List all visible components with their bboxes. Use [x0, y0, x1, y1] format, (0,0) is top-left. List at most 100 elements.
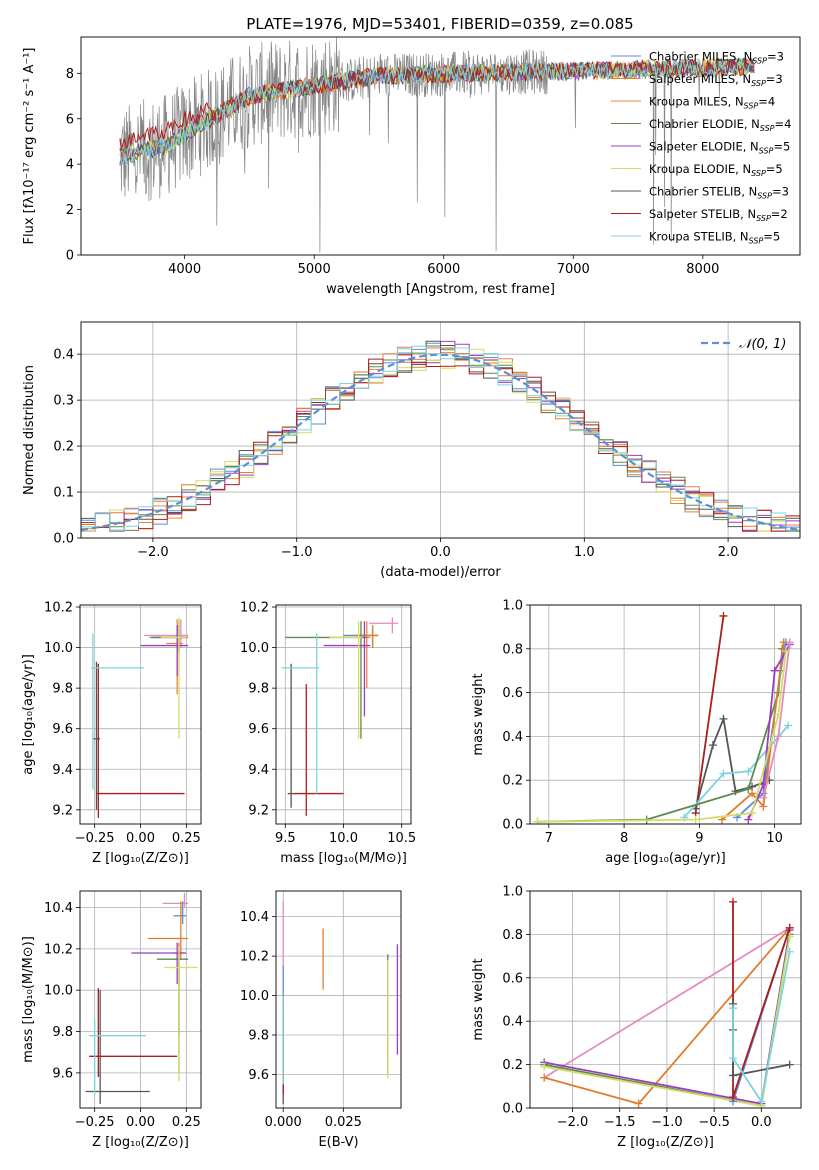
- y-tick-label: 0: [66, 249, 74, 264]
- x-tick-label: 9.5: [275, 831, 296, 846]
- Z_vs_weight-ylabel: mass weight: [471, 958, 486, 1040]
- plus-marker: [729, 1004, 738, 1013]
- spectrum-ylabel: Flux [fλ10⁻¹⁷ erg cm⁻² s⁻¹ A⁻¹]: [22, 48, 37, 245]
- errorbar-point: [91, 633, 145, 790]
- x-tick-label: 10: [766, 831, 783, 846]
- x-tick-label: 0.00: [126, 1115, 155, 1130]
- legend-entry: Salpeter STELIB, NSSP=2: [649, 207, 788, 223]
- series-line: [729, 897, 794, 1102]
- plus-marker: [729, 1093, 738, 1102]
- y-tick-label: 0.1: [53, 486, 74, 501]
- errorbar-point: [144, 619, 189, 648]
- series-path: [694, 615, 725, 814]
- errorbar-point: [131, 942, 187, 984]
- legend-entry: 𝒩(0, 1): [739, 337, 786, 352]
- residuals-xlabel: (data-model)/error: [380, 565, 501, 580]
- errorbar-point: [89, 1019, 146, 1094]
- y-tick-label: 10.2: [240, 950, 269, 965]
- Z_vs_mass-plot-area: [85, 893, 198, 1104]
- y-tick-label: 9.6: [52, 1066, 73, 1081]
- plus-marker: [785, 947, 794, 956]
- figure-title: PLATE=1976, MJD=53401, FIBERID=0359, z=0…: [246, 15, 633, 33]
- histogram-step: [81, 347, 800, 532]
- x-tick-label: 0.25: [172, 831, 201, 846]
- y-tick-label: 1.0: [502, 599, 523, 614]
- spectrum-plot-area: [119, 37, 755, 253]
- plus-marker: [708, 741, 717, 750]
- plus-marker: [781, 646, 790, 655]
- x-tick-label: 8: [620, 831, 628, 846]
- plus-marker: [729, 1071, 738, 1080]
- x-tick-label: 0.025: [325, 1115, 362, 1130]
- errorbar-point: [92, 661, 101, 810]
- y-tick-label: 0.4: [502, 730, 523, 745]
- plus-marker: [748, 789, 757, 798]
- x-tick-label: 0.0: [430, 545, 451, 560]
- series-line: [759, 638, 794, 802]
- y-tick-label: 9.8: [52, 682, 73, 697]
- y-tick-label: 9.2: [248, 803, 269, 818]
- errorbar-point: [162, 893, 189, 908]
- legend-entry: Kroupa MILES, NSSP=4: [649, 95, 775, 111]
- mass_vs_age-plot-area: [281, 617, 399, 816]
- y-tick-label: 9.4: [52, 763, 73, 778]
- errorbar-point: [287, 663, 297, 808]
- plus-marker: [729, 897, 738, 906]
- Z_vs_mass-xlabel: Z [log₁₀(Z/Z⊙)]: [92, 1135, 189, 1150]
- errorbar-point: [329, 621, 363, 739]
- legend-entry: Salpeter ELODIE, NSSP=5: [649, 140, 790, 156]
- x-tick-label: 2.0: [718, 545, 739, 560]
- plus-marker: [757, 1097, 766, 1106]
- Z_vs_weight-frame: [529, 890, 802, 1109]
- legend-entry: Kroupa ELODIE, NSSP=5: [649, 162, 783, 178]
- mass_vs_age-panel: 9.5 10.0 10.5 9.2 9.4 9.6 9.8 10.0 10.2 mass [log…: [240, 601, 416, 866]
- spectrum-model-line: [119, 58, 755, 166]
- plus-marker: [744, 784, 753, 793]
- y-tick-label: 10.4: [240, 910, 269, 925]
- x-tick-label: −2.0: [557, 1115, 589, 1130]
- y-tick-label: 9.8: [52, 1025, 73, 1040]
- y-tick-label: 0.6: [502, 686, 523, 701]
- normal-curve: [81, 353, 800, 531]
- ebv_vs_mass-plot-area: [282, 900, 399, 1105]
- series-line: [680, 721, 793, 822]
- y-tick-label: 9.6: [52, 722, 73, 737]
- histogram-step: [81, 345, 800, 532]
- series-path: [732, 951, 791, 1104]
- plus-marker: [540, 1062, 549, 1071]
- Z_vs_mass-panel: −0.25 0.00 0.25 9.6 9.8 10.0 10.2 10.4 Z [log₁₀(…: [21, 890, 202, 1150]
- y-tick-label: 0.4: [53, 348, 74, 363]
- errorbar-point: [140, 625, 189, 676]
- x-tick-label: −1.5: [604, 1115, 636, 1130]
- x-tick-label: −1.0: [281, 545, 313, 560]
- y-tick-label: 0.3: [53, 394, 74, 409]
- series-path: [543, 927, 791, 1079]
- x-tick-label: 0.00: [126, 831, 155, 846]
- histogram-step: [81, 354, 800, 532]
- ebv_vs_mass-xlabel: E(B-V): [318, 1135, 358, 1150]
- y-tick-label: 10.2: [240, 601, 269, 616]
- errorbar-point: [173, 901, 187, 925]
- age_vs_weight-panel: 7 8 9 10 0.0 0.2 0.4 0.6 0.8 1.0 age [log₁₀(age/yr…: [471, 599, 802, 866]
- plus-marker: [748, 809, 757, 818]
- y-tick-label: 0.2: [502, 1058, 523, 1073]
- y-tick-label: 0.2: [502, 774, 523, 789]
- errorbar-point: [164, 946, 198, 1082]
- errorbar-point: [89, 988, 178, 1077]
- errorbar-point: [323, 621, 371, 717]
- Z_vs_age-ylabel: age [log₁₀(age/yr)]: [21, 654, 36, 775]
- plus-marker: [774, 710, 783, 719]
- x-tick-label: −0.25: [75, 1115, 115, 1130]
- plus-marker: [785, 638, 794, 647]
- y-tick-label: 0.4: [502, 1015, 523, 1030]
- series-line: [533, 646, 790, 824]
- plus-marker: [719, 714, 728, 723]
- x-tick-label: −2.0: [137, 545, 169, 560]
- spectrum-legend: Chabrier MILES, NSSP=3 Salpeter MILES, NS…: [611, 50, 791, 246]
- errorbar-point: [147, 901, 189, 960]
- y-tick-label: 0.8: [502, 642, 523, 657]
- legend-entry: Chabrier ELODIE, NSSP=4: [649, 117, 791, 133]
- plus-marker: [774, 732, 783, 741]
- x-tick-label: −0.5: [698, 1115, 730, 1130]
- legend-entry: Chabrier MILES, NSSP=3: [649, 50, 784, 66]
